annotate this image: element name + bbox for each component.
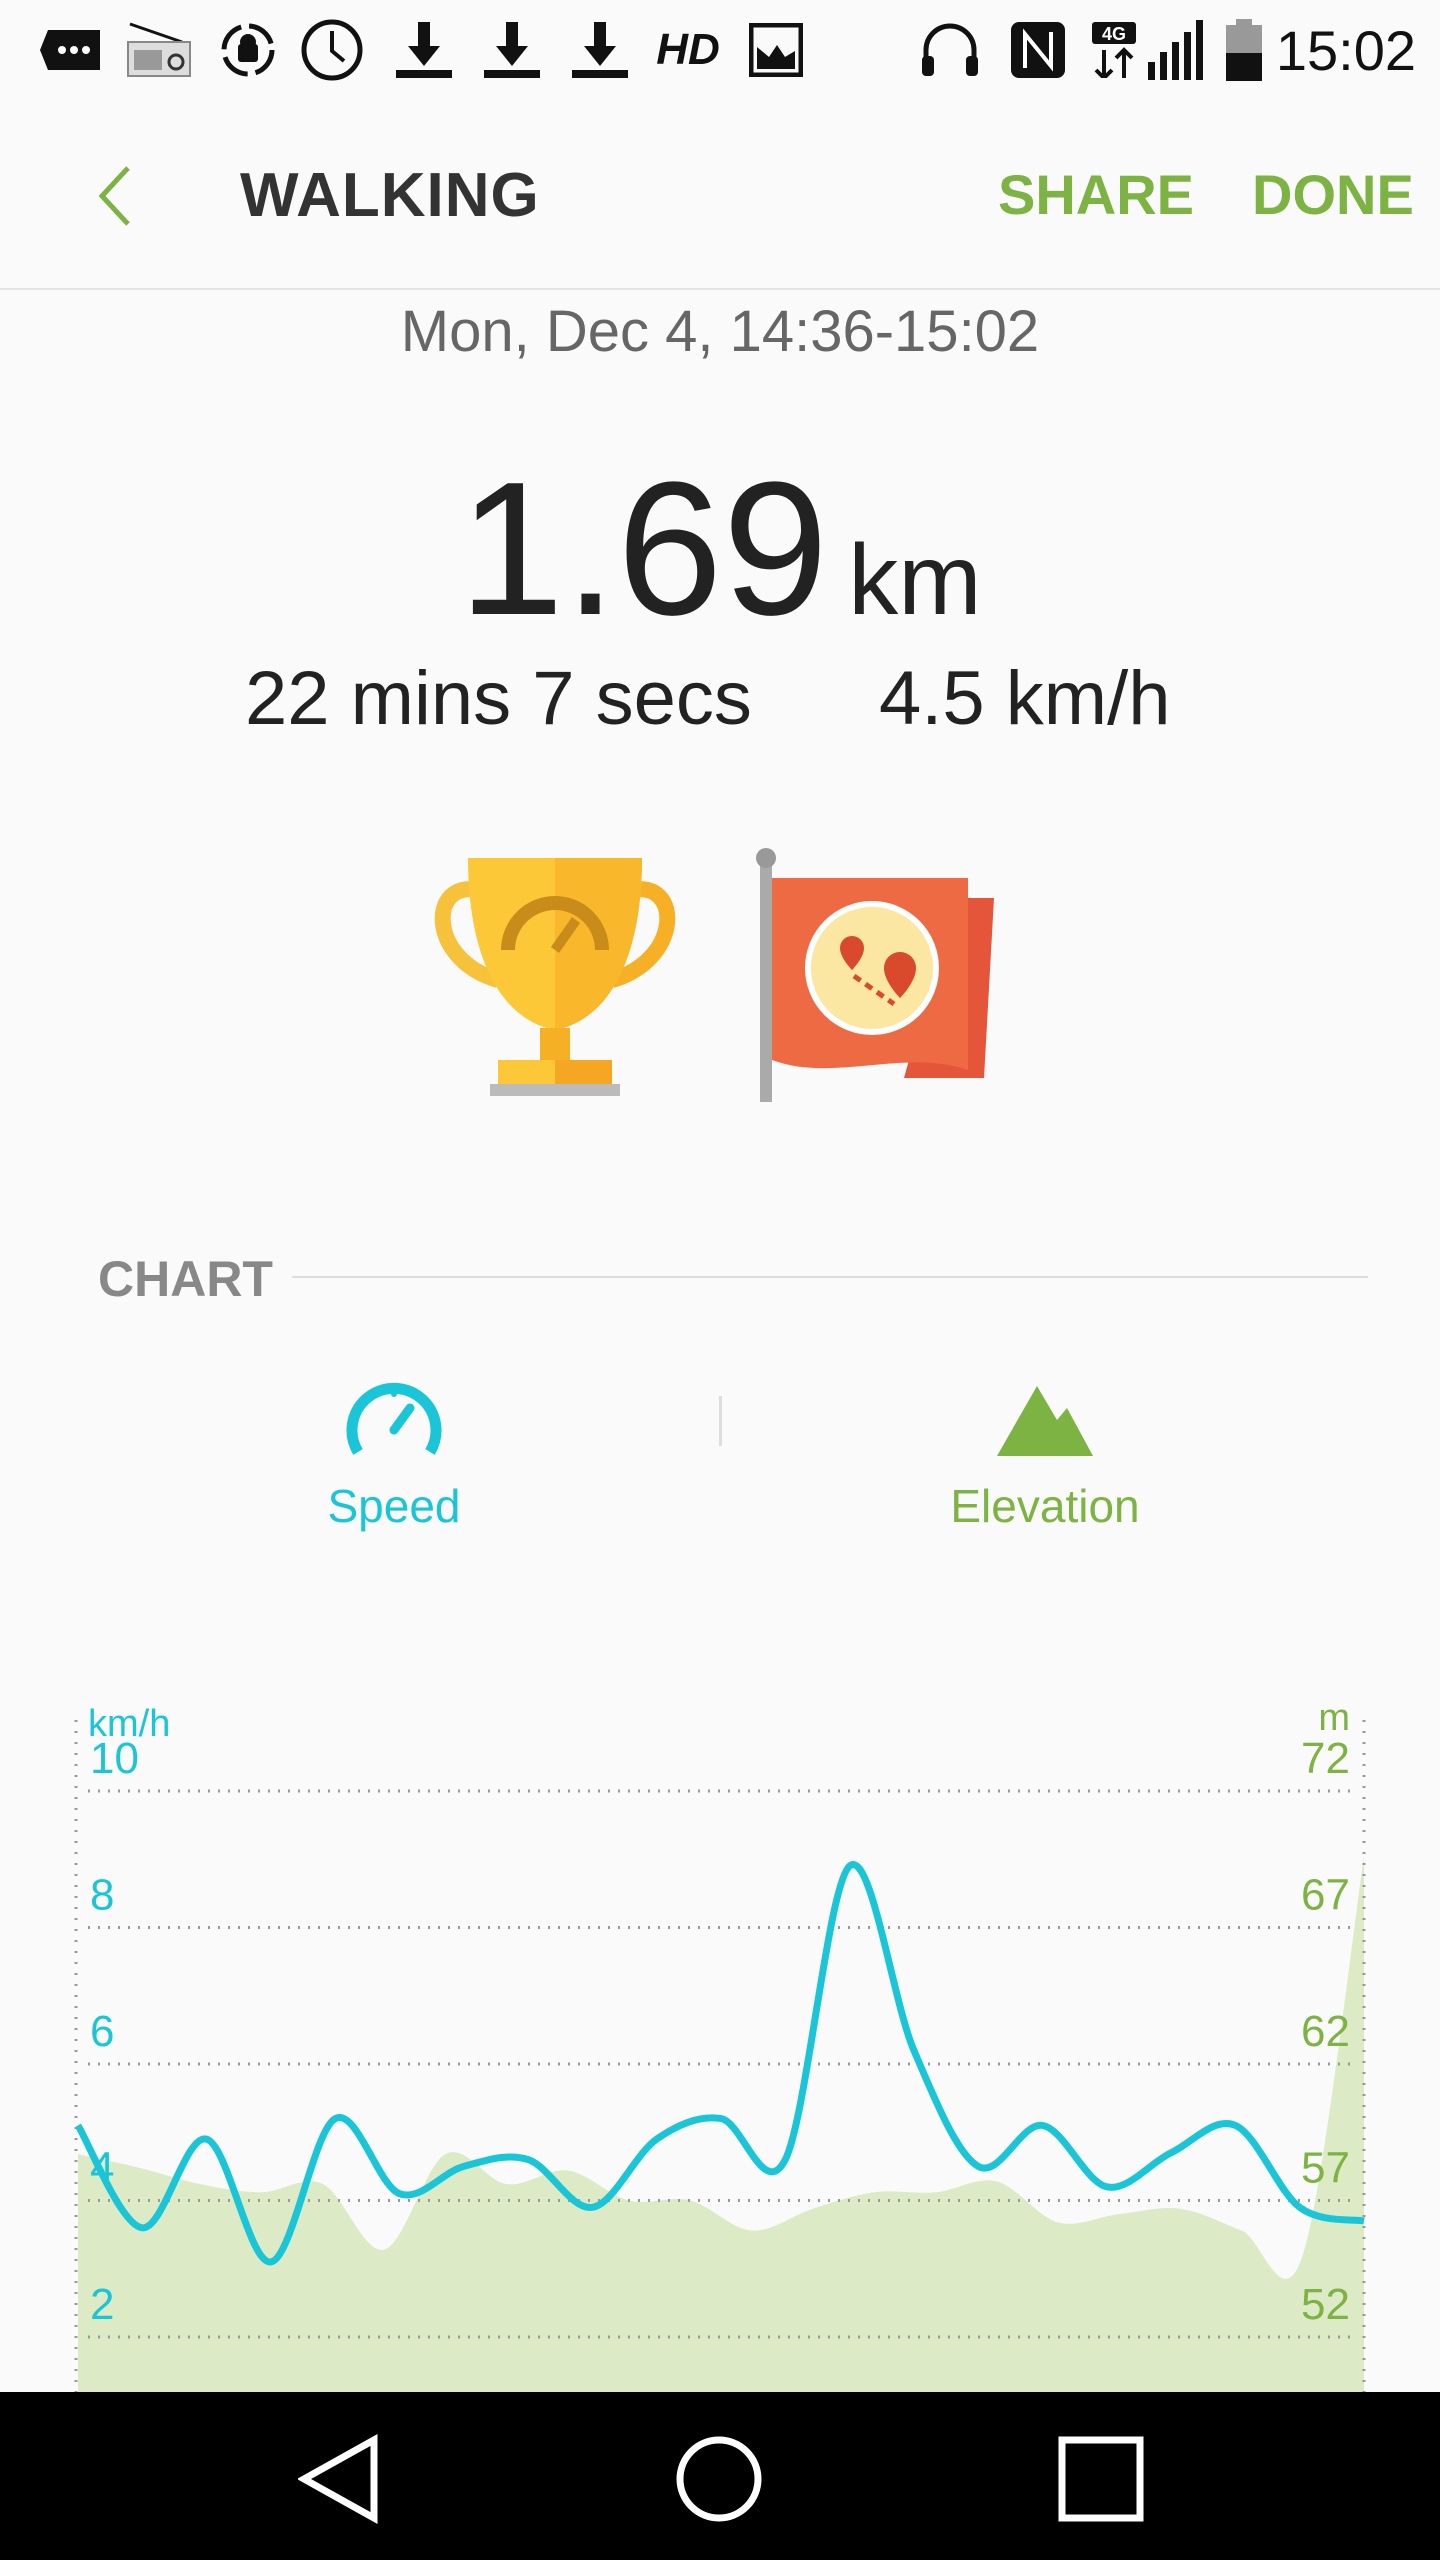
android-sync-icon — [220, 22, 276, 78]
speedometer-icon — [346, 1382, 442, 1455]
tab-speed-label: Speed — [327, 1480, 461, 1532]
average-speed: 4.5 km/h — [879, 656, 1171, 741]
done-button[interactable]: DONE — [1252, 163, 1414, 226]
speed-line — [74, 1861, 1365, 2266]
radio-icon — [124, 22, 194, 78]
back-button[interactable] — [84, 156, 144, 236]
status-bar: HD 4G 15:02 — [0, 0, 1440, 100]
home-icon[interactable] — [674, 2434, 764, 2524]
alarm-icon — [300, 19, 366, 81]
distance-value: 1.69 — [458, 443, 829, 655]
right-tick-label: 57 — [1301, 2144, 1350, 2193]
share-button[interactable]: SHARE — [998, 163, 1195, 226]
app-header: WALKING SHARE DONE — [0, 100, 1440, 290]
tab-divider — [719, 1396, 722, 1446]
image-icon — [748, 22, 804, 78]
right-tick-label: 62 — [1301, 2007, 1350, 2056]
download-icon — [484, 22, 540, 78]
left-tick-label: 4 — [90, 2144, 114, 2193]
speed-elevation-chart: km/h m 10 72 8 67 6 62 4 57 2 52 — [74, 1697, 1366, 2392]
chart-section-label: CHART — [98, 1251, 273, 1307]
signal-icon — [1146, 20, 1204, 80]
svg-text:4G: 4G — [1102, 24, 1126, 44]
chevron-left-icon — [98, 166, 130, 226]
left-tick-label: 10 — [90, 1734, 139, 1783]
divider — [292, 1276, 1368, 1278]
hd-icon: HD — [656, 25, 720, 74]
workout-date: Mon, Dec 4, 14:36-15:02 — [400, 299, 1040, 364]
right-tick-label: 52 — [1301, 2280, 1350, 2329]
right-tick-label: 67 — [1301, 1871, 1350, 1920]
duration: 22 mins 7 secs — [245, 656, 752, 741]
distance: 1.69 km — [0, 440, 1440, 658]
battery-icon — [1226, 19, 1262, 81]
right-tick-label: 72 — [1301, 1734, 1350, 1783]
back-icon[interactable] — [298, 2434, 382, 2524]
right-axis-unit: m — [1318, 1697, 1350, 1739]
nfc-icon — [1010, 22, 1066, 78]
tab-elevation-label: Elevation — [950, 1480, 1140, 1532]
navigation-bar — [0, 2392, 1440, 2560]
tab-elevation[interactable]: Elevation — [795, 1380, 1295, 1533]
distance-unit: km — [848, 524, 982, 636]
tab-speed[interactable]: Speed — [144, 1380, 644, 1533]
elevation-area — [78, 1856, 1364, 2392]
left-axis-unit: km/h — [88, 1703, 170, 1745]
left-tick-label: 6 — [90, 2007, 114, 2056]
trophy-speed-icon[interactable] — [428, 850, 682, 1107]
left-tick-label: 2 — [90, 2280, 114, 2329]
page-title: WALKING — [240, 161, 540, 230]
flag-route-icon[interactable] — [754, 848, 998, 1109]
clock: 15:02 — [1275, 19, 1416, 82]
download-icon — [396, 22, 452, 78]
headphones-icon — [920, 22, 980, 78]
download-icon — [572, 22, 628, 78]
mountain-icon — [997, 1386, 1093, 1456]
recents-icon[interactable] — [1058, 2436, 1144, 2522]
left-tick-label: 8 — [90, 1871, 114, 1920]
more-icon — [40, 22, 100, 78]
network-4g-icon: 4G — [1092, 22, 1138, 78]
